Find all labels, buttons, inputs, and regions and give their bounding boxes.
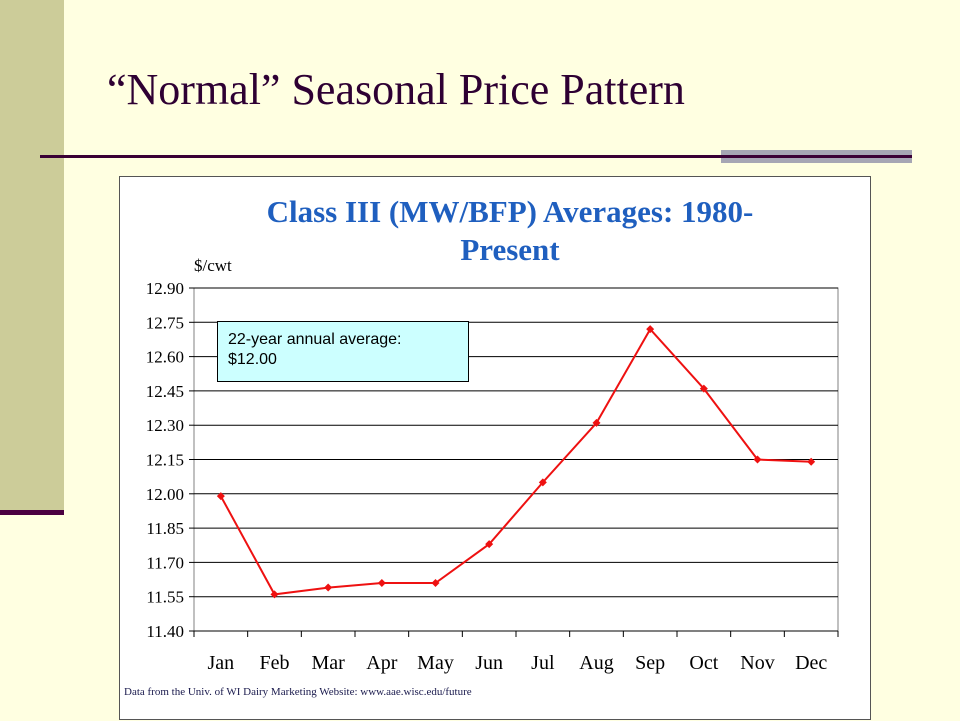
y-tick-label: 12.30: [146, 416, 184, 435]
data-point: [699, 384, 708, 393]
chart-title-line-1: Class III (MW/BFP) Averages: 1980-: [266, 194, 754, 229]
left-decor-band: [0, 0, 64, 512]
x-tick-label: Aug: [579, 652, 613, 674]
data-point: [377, 578, 386, 587]
y-tick-label: 12.90: [146, 279, 184, 298]
chart-title: Class III (MW/BFP) Averages: 1980- Prese…: [220, 193, 800, 269]
data-point: [324, 583, 333, 592]
y-tick-label: 12.45: [146, 382, 184, 401]
y-tick-label: 12.60: [146, 348, 184, 367]
x-tick-label: Nov: [740, 652, 774, 674]
data-point: [807, 457, 816, 466]
data-point: [431, 578, 440, 587]
title-rule-accent-line: [721, 155, 912, 158]
data-point: [646, 325, 655, 334]
callout-line-2: $12.00: [228, 351, 277, 368]
left-decor-line: [0, 510, 64, 515]
y-tick-label: 12.15: [146, 451, 184, 470]
slide-title: “Normal” Seasonal Price Pattern: [107, 65, 685, 114]
y-tick-label: 12.75: [146, 313, 184, 332]
x-tick-label: Jul: [531, 652, 555, 674]
y-tick-label: 11.55: [146, 588, 184, 607]
x-tick-label: May: [417, 652, 454, 674]
x-tick-label: Dec: [795, 652, 827, 674]
y-tick-label: 11.85: [146, 519, 184, 538]
chart-container: Class III (MW/BFP) Averages: 1980- Prese…: [119, 176, 871, 720]
title-rule: [40, 155, 912, 158]
annual-average-callout: 22-year annual average: $12.00: [217, 321, 469, 382]
data-point: [216, 492, 225, 501]
source-note: Data from the Univ. of WI Dairy Marketin…: [124, 686, 472, 698]
x-tick-label: Oct: [689, 652, 718, 674]
x-tick-label: Jan: [207, 652, 234, 674]
y-tick-label: 11.70: [146, 553, 184, 572]
x-tick-label: Jun: [475, 652, 503, 674]
data-point: [753, 455, 762, 464]
x-tick-label: Sep: [635, 652, 665, 674]
y-tick-label: 11.40: [146, 622, 184, 641]
line-chart: 12.90 12.75 12.60 12.45 12.30 12.15 12.00 11.85…: [146, 256, 839, 674]
x-tick-label: Feb: [260, 652, 290, 674]
x-tick-label: Mar: [312, 652, 346, 674]
data-point: [270, 590, 279, 599]
callout-line-1: 22-year annual average:: [228, 331, 402, 348]
data-point: [538, 478, 547, 487]
series-line: [219, 327, 812, 596]
x-tick-label: Apr: [366, 652, 397, 674]
y-axis-label: $/cwt: [194, 256, 232, 275]
chart-title-line-2: Present: [460, 232, 560, 267]
data-point: [592, 418, 601, 427]
data-point: [485, 540, 494, 549]
y-tick-label: 12.00: [146, 485, 184, 504]
